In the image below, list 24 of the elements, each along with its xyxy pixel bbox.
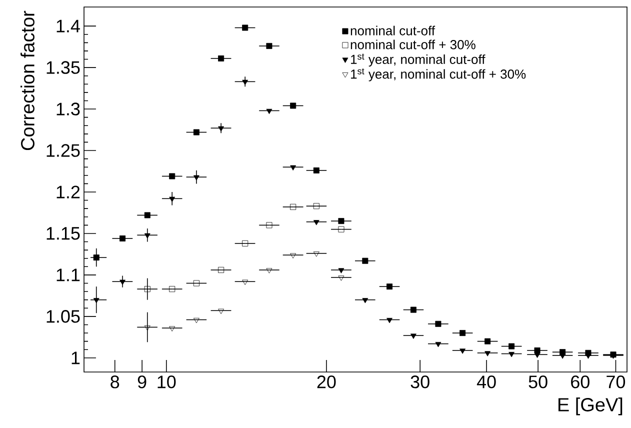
legend-label: nominal cut-off [350, 26, 436, 36]
y-axis-title: Correction factor [20, 10, 34, 150]
y-tick-label: 1.25 [46, 144, 80, 157]
y-tick-label: 1.15 [46, 227, 80, 240]
x-axis-title: E [GeV] [558, 398, 622, 416]
y-tick-label: 1.4 [56, 20, 80, 32]
y-tick-label: 1.3 [56, 102, 80, 116]
y-tick-label: 1.05 [46, 310, 80, 323]
y-tick-label: 1.2 [56, 186, 80, 198]
x-tick-label: 70 [606, 376, 626, 388]
x-tick-label: 40 [476, 376, 496, 388]
legend-label: 1$^{st}$ year, nominal cut-off + 30% [351, 68, 526, 82]
y-tick-label: 1.35 [46, 61, 80, 74]
x-tick-label: 9 [138, 376, 146, 388]
y-tick-label: 1 [72, 352, 80, 364]
x-tick-label: 20 [317, 376, 336, 388]
x-tick-label: 8 [110, 376, 120, 388]
legend-label: 1$^{st}$ year, nominal cut-off [351, 54, 486, 67]
x-tick-label: 60 [571, 376, 590, 388]
y-tick-label: 1.1 [56, 268, 80, 282]
x-tick-label: 10 [158, 376, 176, 388]
x-tick-label: 50 [528, 376, 548, 388]
x-tick-label: 30 [410, 376, 430, 388]
legend-label: nominal cut-off + 30% [350, 40, 476, 50]
